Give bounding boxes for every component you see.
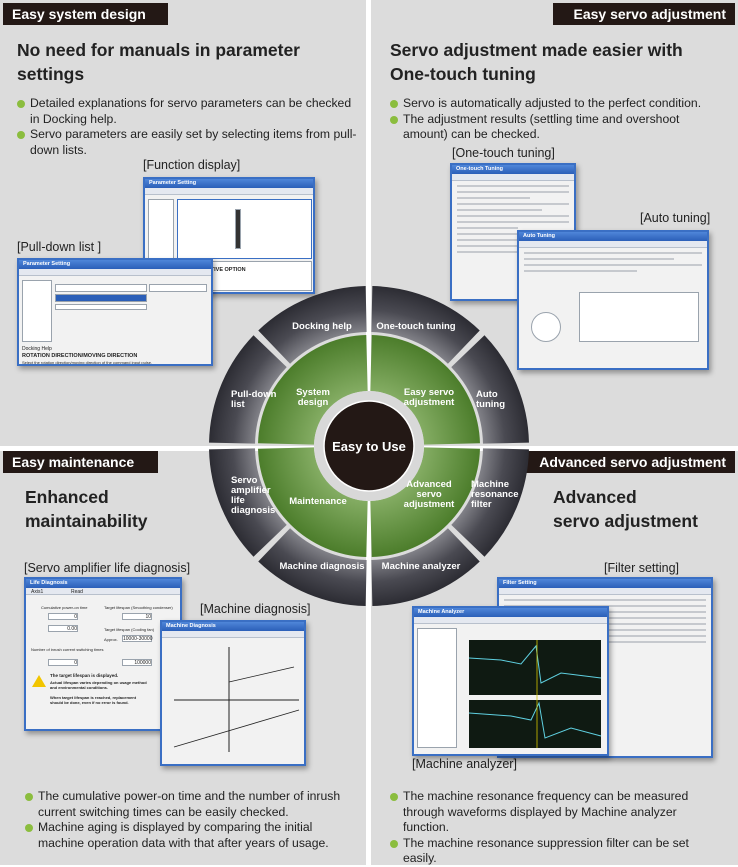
toolbar: [414, 617, 607, 624]
header-advanced: Advanced servo adjustment: [525, 451, 735, 473]
bullet-item: The machine resonance suppression filter…: [390, 836, 720, 867]
caption-auto-tuning: [Auto tuning]: [640, 211, 711, 225]
caption-one-touch: [One-touch tuning]: [452, 146, 555, 160]
toolbar: [519, 241, 707, 248]
settings-pane: [417, 628, 457, 748]
heading-system-design: No need for manuals in parameter settings: [17, 40, 300, 84]
toolbar: [452, 174, 574, 181]
heading-servo-adjustment: Servo adjustment made easier with One-tou…: [390, 40, 683, 84]
function-pane: [177, 199, 312, 259]
dropdown-option: [55, 304, 147, 310]
field: [149, 284, 207, 292]
bullet-item: The cumulative power-on time and the num…: [25, 789, 345, 820]
analyzer-graph: [468, 640, 602, 748]
window-title: Parameter Setting: [145, 179, 313, 188]
field-label: Target lifespan (Smoothing condenser): [104, 605, 173, 610]
tree-pane: [22, 280, 52, 342]
value-field: 100000: [122, 659, 152, 666]
screenshot-pull-down: Parameter Setting Docking Help ROTATION …: [17, 258, 213, 366]
screenshot-machine-analyzer: Machine Analyzer: [412, 606, 609, 756]
bullet-item: Machine aging is displayed by comparing …: [25, 820, 345, 851]
toolbar: [499, 588, 711, 595]
window-title: Machine Diagnosis: [162, 622, 304, 631]
caption-machine-analyzer: [Machine analyzer]: [412, 757, 517, 771]
field-label: Approx.: [104, 637, 118, 642]
bullets-maintenance: The cumulative power-on time and the num…: [25, 789, 345, 851]
toolbar: [19, 269, 211, 276]
window-title: One-touch Tuning: [452, 165, 574, 174]
screenshot-machine-diagnosis: Machine Diagnosis: [160, 620, 306, 766]
tree-pane: [148, 199, 174, 259]
docking-label: Docking Help: [22, 346, 52, 352]
bullet-item: Detailed explanations for servo paramete…: [17, 96, 357, 127]
docking-text: Select the rotation direction/moving dir…: [22, 360, 153, 365]
diagnosis-graph: [173, 647, 300, 752]
header-system-design: Easy system design: [3, 3, 168, 25]
header-maintenance: Easy maintenance: [3, 451, 158, 473]
window-title: Parameter Setting: [19, 260, 211, 269]
warning-text: Actual lifespan varies depending on usag…: [50, 680, 147, 690]
dropdown-option-selected: [55, 294, 147, 302]
caption-pull-down: [Pull-down list ]: [17, 240, 102, 254]
value-field: 10: [122, 613, 152, 620]
value-field: 10000-30000: [122, 635, 153, 642]
warning-text: The target lifespan is displayed.: [50, 673, 119, 678]
caption-filter-setting: [Filter setting]: [604, 561, 680, 575]
field-label: Number of inrush current switching times: [31, 647, 104, 652]
window-title: Filter Setting: [499, 579, 711, 588]
toolbar: [162, 631, 304, 638]
screenshot-life-diagnosis: Life Diagnosis Axis1 Read Cumulative powe…: [24, 577, 182, 731]
toolbar: [145, 188, 313, 195]
bullet-item: The machine resonance frequency can be m…: [390, 789, 720, 836]
gauge-icon: [531, 312, 561, 342]
field-label: Cumulative power-on time: [41, 605, 88, 610]
dropdown: [55, 284, 147, 292]
screenshot-auto-tuning: Auto Tuning: [517, 230, 709, 370]
window-title: Life Diagnosis: [26, 579, 180, 588]
docking-title: ROTATION DIRECTION/MOVING DIRECTION: [22, 353, 138, 359]
bullets-servo-adjustment: Servo is automatically adjusted to the p…: [390, 96, 710, 143]
bullet-item: Servo parameters are easily set by selec…: [17, 127, 357, 158]
bullets-system-design: Detailed explanations for servo paramete…: [17, 96, 357, 158]
settings-table: [579, 292, 699, 342]
heading-maintenance: Enhanced maintainability: [25, 487, 148, 531]
value-field: 0.00: [48, 625, 78, 632]
header-servo-adjustment: Easy servo adjustment: [553, 3, 735, 25]
caption-function-display: [Function display]: [143, 158, 241, 172]
value-field: 0: [48, 613, 78, 620]
window-title: Auto Tuning: [519, 232, 707, 241]
screenshot-one-touch-tuning: One-touch Tuning: [450, 163, 576, 301]
device-illustration: [235, 209, 241, 249]
toolbar: Axis1 Read: [26, 588, 180, 595]
read-button: Read: [71, 589, 83, 595]
caption-life-diagnosis: [Servo amplifier life diagnosis]: [24, 561, 191, 575]
warning-icon: [32, 675, 46, 687]
field-label: Target lifespan (Cooling fan): [104, 627, 155, 632]
axis-select: Axis1: [31, 589, 44, 595]
bullet-item: The adjustment results (settling time an…: [390, 112, 710, 143]
value-field: 0: [48, 659, 78, 666]
bullet-item: Servo is automatically adjusted to the p…: [390, 96, 710, 112]
heading-advanced: Advanced servo adjustment: [553, 487, 698, 531]
bullets-advanced: The machine resonance frequency can be m…: [390, 789, 720, 867]
warning-text: When target lifespan is reached, replace…: [50, 695, 137, 705]
window-title: Machine Analyzer: [414, 608, 607, 617]
caption-machine-diagnosis: [Machine diagnosis]: [200, 602, 311, 616]
